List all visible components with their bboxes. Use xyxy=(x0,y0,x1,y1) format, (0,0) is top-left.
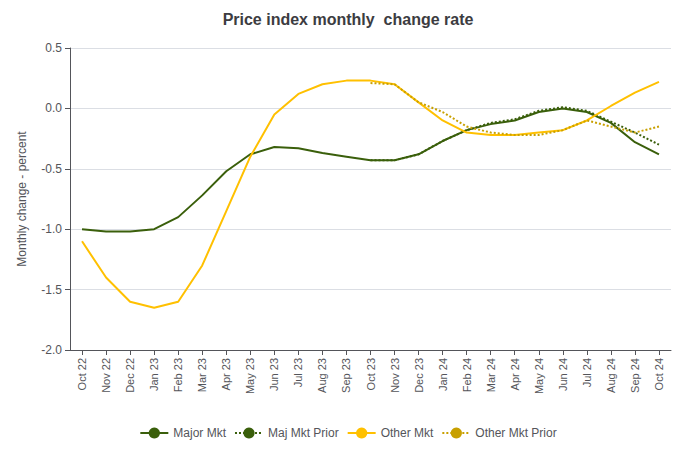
svg-text:Mar 23: Mar 23 xyxy=(196,358,208,392)
svg-text:Major Mkt: Major Mkt xyxy=(173,426,226,440)
svg-text:Oct 23: Oct 23 xyxy=(365,358,377,390)
svg-text:-1.0: -1.0 xyxy=(41,222,62,236)
svg-text:Sep 24: Sep 24 xyxy=(629,358,641,393)
svg-text:Nov 22: Nov 22 xyxy=(100,358,112,393)
svg-text:Jun 23: Jun 23 xyxy=(268,358,280,391)
svg-text:Apr 24: Apr 24 xyxy=(509,358,521,390)
svg-text:Jan 23: Jan 23 xyxy=(148,358,160,391)
svg-text:Monthly change - percent: Monthly change - percent xyxy=(15,131,29,267)
svg-text:Apr 23: Apr 23 xyxy=(220,358,232,390)
svg-text:Feb 24: Feb 24 xyxy=(461,358,473,392)
svg-text:0.5: 0.5 xyxy=(45,41,62,55)
svg-text:Oct 22: Oct 22 xyxy=(76,358,88,390)
svg-text:0.0: 0.0 xyxy=(45,101,62,115)
svg-text:Jul 24: Jul 24 xyxy=(581,358,593,387)
svg-text:Jul 23: Jul 23 xyxy=(292,358,304,387)
svg-text:May 24: May 24 xyxy=(533,358,545,394)
svg-text:Sep 23: Sep 23 xyxy=(340,358,352,393)
svg-text:Nov 23: Nov 23 xyxy=(389,358,401,393)
svg-text:Maj Mkt Prior: Maj Mkt Prior xyxy=(268,426,339,440)
svg-text:Other Mkt Prior: Other Mkt Prior xyxy=(475,426,556,440)
svg-text:Aug 24: Aug 24 xyxy=(605,358,617,393)
svg-text:Price index monthly change ra: Price index monthly change rate xyxy=(223,11,474,28)
svg-text:Feb 23: Feb 23 xyxy=(172,358,184,392)
svg-text:May 23: May 23 xyxy=(244,358,256,394)
svg-text:Jan 24: Jan 24 xyxy=(437,358,449,391)
svg-text:Dec 22: Dec 22 xyxy=(124,358,136,393)
svg-text:-2.0: -2.0 xyxy=(41,343,62,357)
svg-text:Jun 24: Jun 24 xyxy=(557,358,569,391)
svg-text:Aug 23: Aug 23 xyxy=(316,358,328,393)
svg-text:-0.5: -0.5 xyxy=(41,162,62,176)
svg-text:Other Mkt: Other Mkt xyxy=(381,426,434,440)
svg-text:Mar 24: Mar 24 xyxy=(485,358,497,392)
svg-text:-1.5: -1.5 xyxy=(41,283,62,297)
svg-text:Dec 23: Dec 23 xyxy=(413,358,425,393)
svg-text:Oct 24: Oct 24 xyxy=(653,358,665,390)
